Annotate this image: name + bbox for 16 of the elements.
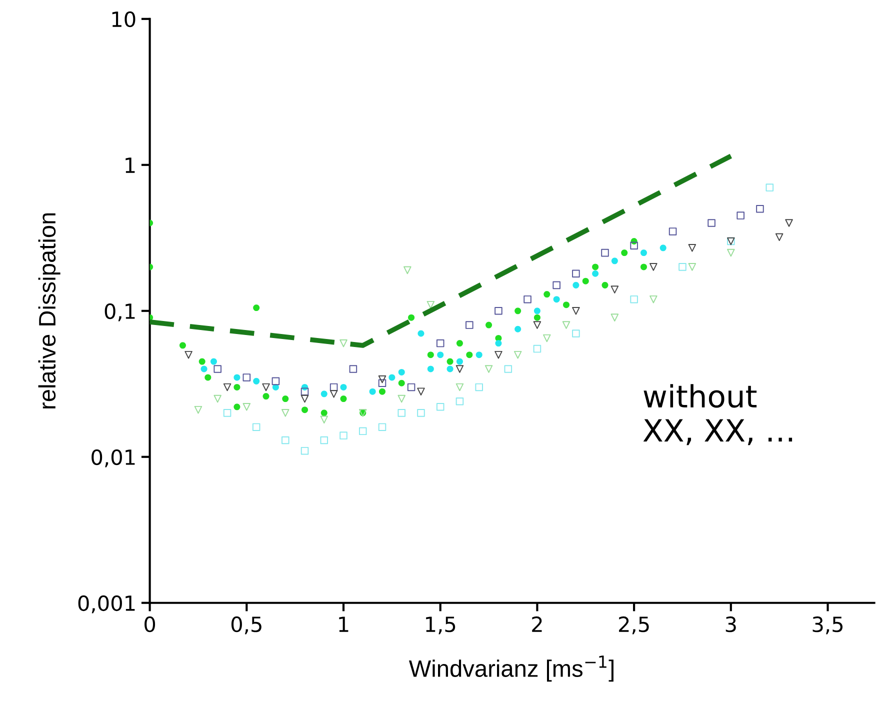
y-tick-label: 1 xyxy=(126,158,135,173)
x-axis-title: Windvarianz [ms$^{−1}$] xyxy=(408,656,614,682)
x-tick-label: 1 xyxy=(339,616,348,632)
x-tick-label: 2,5 xyxy=(619,616,649,634)
x-tick-label: 2 xyxy=(532,616,542,632)
x-tick-label: 0,5 xyxy=(231,616,262,634)
y-tick-label: 0,001 xyxy=(78,595,135,614)
y-tick-label: 10 xyxy=(112,11,136,28)
x-tick-label: 0 xyxy=(144,616,156,632)
x-tick-label: 3,5 xyxy=(812,616,843,634)
y-tick-label: 0,01 xyxy=(92,449,135,468)
y-axis-title: relative Dissipation xyxy=(38,213,60,408)
x-tick-label: 3 xyxy=(726,616,736,632)
x-tick-label: 1,5 xyxy=(426,616,456,634)
annotation: without XX, XX, … xyxy=(643,384,792,446)
y-tick-label: 0,1 xyxy=(104,303,135,322)
